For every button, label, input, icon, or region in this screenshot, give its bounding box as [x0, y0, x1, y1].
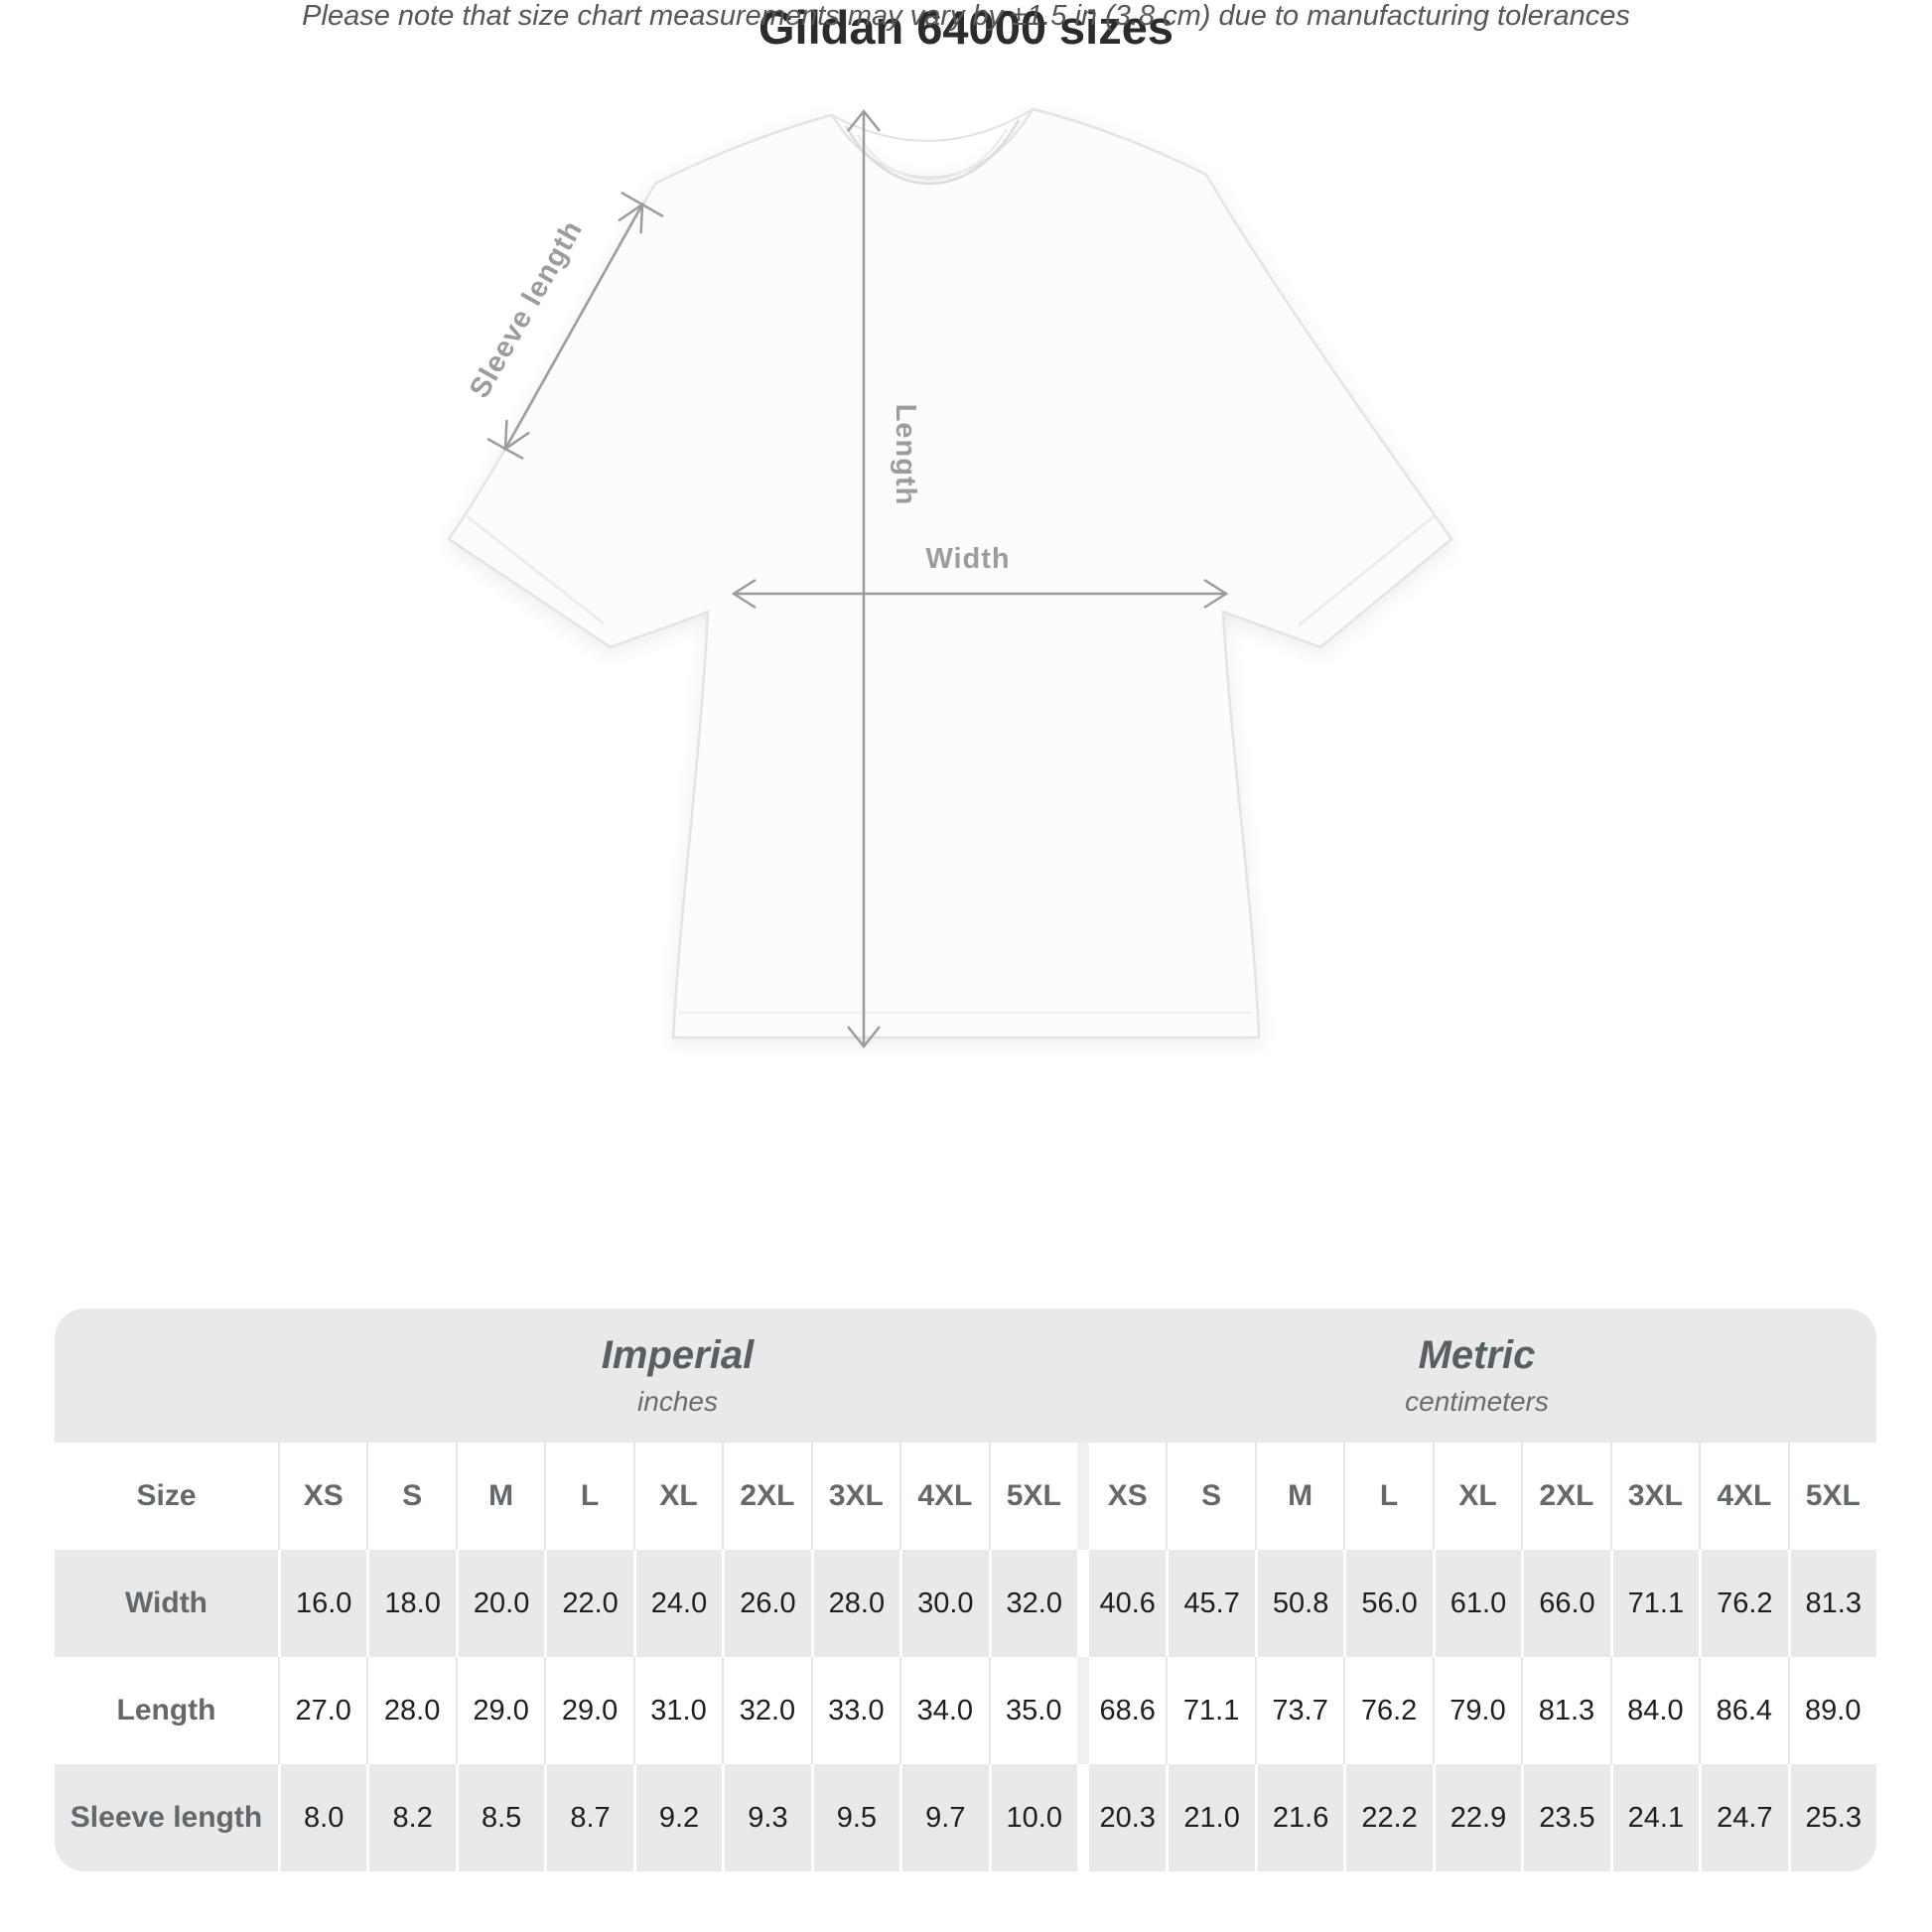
value-cell: 40.6: [1076, 1550, 1167, 1657]
page-title: Gildan 64000 sizes: [758, 1, 1174, 54]
size-table: Imperial inches Metric centimeters Size X…: [55, 1309, 1876, 1871]
value-cell: 22.2: [1343, 1764, 1433, 1871]
value-cell: 73.7: [1254, 1657, 1344, 1764]
sleeve-dimension-line: [486, 191, 664, 461]
imperial-unit: inches: [637, 1386, 718, 1417]
size-header-cell: L: [544, 1443, 633, 1550]
metric-title: Metric: [1418, 1333, 1536, 1377]
value-cell: 24.0: [632, 1550, 723, 1657]
size-header-cell: S: [1166, 1443, 1255, 1550]
value-cell: 24.1: [1609, 1764, 1700, 1871]
width-dimension-line: [731, 578, 1229, 610]
value-cell: 56.0: [1343, 1550, 1433, 1657]
row-label: Length: [55, 1657, 278, 1764]
value-cell: 27.0: [278, 1657, 367, 1764]
value-cell: 71.1: [1166, 1657, 1255, 1764]
size-header-cell: 2XL: [1521, 1443, 1610, 1550]
value-cell: 84.0: [1609, 1657, 1700, 1764]
length-label: Length: [890, 404, 921, 506]
value-cell: 68.6: [1076, 1657, 1167, 1764]
value-cell: 50.8: [1254, 1550, 1344, 1657]
metric-section-header: Metric centimeters: [1077, 1333, 1876, 1418]
value-cell: 21.0: [1166, 1764, 1255, 1871]
value-cell: 8.0: [278, 1764, 367, 1871]
value-cell: 32.0: [988, 1550, 1077, 1657]
value-cell: 21.6: [1254, 1764, 1344, 1871]
width-label: Width: [925, 543, 1010, 575]
value-cell: 26.0: [722, 1550, 811, 1657]
value-cell: 71.1: [1609, 1550, 1700, 1657]
value-cell: 8.2: [366, 1764, 456, 1871]
value-cell: 10.0: [988, 1764, 1077, 1871]
size-header-cell: XL: [632, 1443, 723, 1550]
size-header-cell: 5XL: [1787, 1443, 1876, 1550]
value-cell: 9.5: [810, 1764, 900, 1871]
value-cell: 33.0: [810, 1657, 900, 1764]
size-header-cell: 4XL: [899, 1443, 989, 1550]
tshirt-diagram: Sleeve length Length Width: [447, 107, 1453, 1049]
size-header-cell: L: [1343, 1443, 1433, 1550]
value-cell: 29.0: [544, 1657, 633, 1764]
value-cell: 9.3: [722, 1764, 811, 1871]
size-header-cell: XS: [278, 1443, 367, 1550]
value-cell: 24.7: [1699, 1764, 1788, 1871]
value-cell: 61.0: [1432, 1550, 1522, 1657]
value-cell: 76.2: [1343, 1657, 1433, 1764]
value-cell: 22.9: [1432, 1764, 1522, 1871]
value-cell: 8.7: [544, 1764, 633, 1871]
size-header-cell: 4XL: [1699, 1443, 1788, 1550]
value-cell: 76.2: [1699, 1550, 1788, 1657]
imperial-title: Imperial: [601, 1333, 755, 1377]
size-header-cell: 3XL: [810, 1443, 900, 1550]
value-cell: 79.0: [1432, 1657, 1522, 1764]
value-cell: 16.0: [278, 1550, 367, 1657]
value-cell: 18.0: [366, 1550, 456, 1657]
size-header-cell: S: [366, 1443, 456, 1550]
value-cell: 22.0: [544, 1550, 633, 1657]
size-column-header: Size: [55, 1443, 278, 1550]
value-cell: 9.2: [632, 1764, 723, 1871]
imperial-section-header: Imperial inches: [278, 1333, 1077, 1418]
value-cell: 23.5: [1521, 1764, 1610, 1871]
value-cell: 45.7: [1166, 1550, 1255, 1657]
value-cell: 8.5: [455, 1764, 545, 1871]
size-header-cell: M: [1254, 1443, 1344, 1550]
value-cell: 28.0: [810, 1550, 900, 1657]
value-cell: 66.0: [1521, 1550, 1610, 1657]
row-label: Width: [55, 1550, 278, 1657]
value-cell: 20.0: [455, 1550, 545, 1657]
size-header-cell: XL: [1432, 1443, 1522, 1550]
value-cell: 30.0: [899, 1550, 989, 1657]
value-cell: 86.4: [1699, 1657, 1788, 1764]
value-cell: 29.0: [455, 1657, 545, 1764]
size-table-grid: Size XS S M L XL 2XL 3XL 4XL 5XL XS S M L XL 2XL 3XL 4XL 5…: [55, 1443, 1876, 1871]
value-cell: 28.0: [366, 1657, 456, 1764]
size-header-cell: 5XL: [988, 1443, 1077, 1550]
tshirt-photo: [447, 107, 1453, 1039]
size-header-cell: M: [455, 1443, 545, 1550]
row-label: Sleeve length: [55, 1764, 278, 1871]
value-cell: 25.3: [1787, 1764, 1876, 1871]
size-header-cell: XS: [1076, 1443, 1167, 1550]
value-cell: 20.3: [1076, 1764, 1167, 1871]
size-header-cell: 3XL: [1609, 1443, 1700, 1550]
length-dimension-line: [847, 108, 881, 1049]
value-cell: 35.0: [988, 1657, 1077, 1764]
value-cell: 34.0: [899, 1657, 989, 1764]
metric-unit: centimeters: [1405, 1386, 1549, 1417]
table-header-band: Imperial inches Metric centimeters: [55, 1309, 1876, 1443]
tolerance-note: Please note that size chart measurements…: [302, 0, 1630, 32]
size-header-cell: 2XL: [722, 1443, 811, 1550]
value-cell: 81.3: [1521, 1657, 1610, 1764]
value-cell: 81.3: [1787, 1550, 1876, 1657]
value-cell: 31.0: [632, 1657, 723, 1764]
value-cell: 32.0: [722, 1657, 811, 1764]
value-cell: 89.0: [1787, 1657, 1876, 1764]
value-cell: 9.7: [899, 1764, 989, 1871]
